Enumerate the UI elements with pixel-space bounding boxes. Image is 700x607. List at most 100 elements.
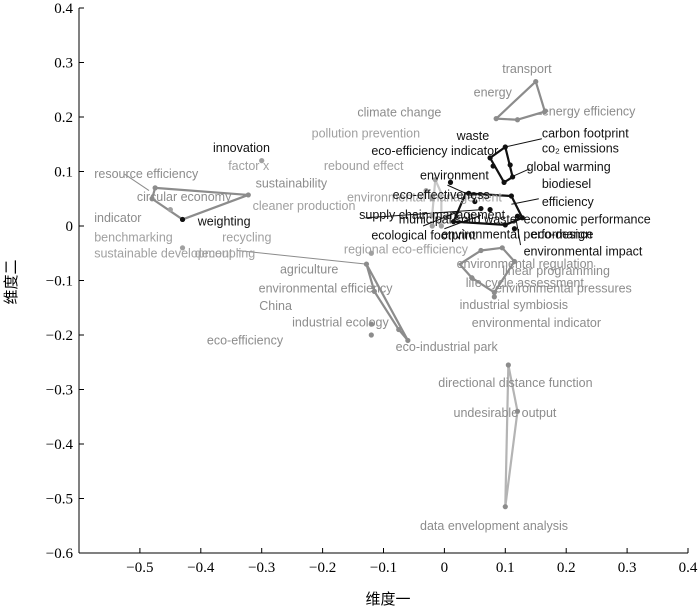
point-label: eco-industrial park: [396, 340, 499, 354]
x-tick-label: 0.3: [618, 560, 637, 576]
x-tick-label: 0.1: [496, 560, 515, 576]
data-point: [371, 288, 377, 294]
point-label: industrial symbiosis: [460, 298, 568, 312]
data-point: [472, 198, 478, 205]
data-point: [514, 213, 521, 219]
point-label: decoupling: [195, 246, 256, 260]
point-label: weighting: [197, 215, 251, 229]
point-label: resource efficiency: [94, 167, 199, 181]
data-point: [368, 321, 374, 327]
point-label: environment: [420, 168, 489, 182]
y-tick-label: −0.3: [46, 383, 73, 399]
data-point: [167, 207, 173, 213]
point-label: economic performance: [524, 212, 651, 226]
data-point: [514, 408, 521, 414]
point-label: life cycle assessment: [466, 276, 585, 290]
point-label: environmental efficiency: [259, 282, 394, 296]
point-label: agriculture: [280, 263, 338, 277]
point-label: environmental impact: [524, 245, 643, 259]
point-label: municipal solid waste: [399, 212, 517, 226]
x-tick-label: −0.4: [187, 560, 215, 576]
x-ticks: −0.5 −0.4 −0.3 −0.2 −0.1 0 0.1 0.2 0.3 0.4: [126, 548, 698, 576]
point-label: China: [259, 299, 292, 313]
data-point: [179, 245, 186, 251]
data-point: [478, 247, 484, 254]
point-label: industrial ecology: [292, 315, 389, 329]
point-label: directional distance function: [438, 376, 592, 390]
data-point: [511, 226, 518, 232]
data-point: [491, 294, 497, 300]
data-point: [508, 193, 514, 199]
y-tick-label: 0: [66, 219, 74, 235]
leader-layer: [124, 113, 542, 265]
point-label: indicator: [94, 211, 141, 225]
data-point: [363, 261, 370, 267]
data-point: [491, 289, 497, 296]
data-point: [149, 196, 155, 202]
x-tick-label: 0.2: [557, 560, 576, 576]
point-label: biodiesel: [542, 177, 591, 191]
data-point: [501, 179, 507, 185]
point-label: innovation: [213, 141, 270, 155]
data-point: [152, 185, 158, 191]
data-point: [499, 245, 505, 251]
data-point: [368, 250, 374, 256]
data-point: [396, 326, 402, 333]
y-tick-label: −0.6: [46, 546, 74, 562]
point-label: co₂ emissions: [542, 142, 619, 156]
point-label: circular economy: [137, 190, 232, 204]
point-label: environmental regulation: [457, 257, 594, 271]
data-point: [423, 187, 429, 194]
point-label: eco-efficiency indicator: [371, 144, 498, 158]
data-point: [514, 117, 521, 123]
data-point: [429, 212, 435, 218]
data-point: [466, 190, 472, 196]
data-point: [493, 116, 499, 122]
data-point: [432, 177, 438, 183]
x-tick-label: −0.1: [370, 560, 397, 576]
x-tick-label: 0: [441, 560, 449, 576]
y-tick-label: −0.1: [46, 274, 73, 290]
point-label: sustainable development: [94, 246, 233, 260]
data-point: [507, 162, 513, 168]
data-point: [533, 78, 539, 85]
point-label: energy: [474, 85, 513, 99]
y-ticks: −0.6 −0.5 −0.4 −0.3 −0.2 −0.1 0 0.1 0.2 0.3 0.4: [46, 1, 84, 562]
y-axis-title: 维度二: [2, 259, 20, 304]
data-point: [478, 205, 484, 212]
cluster-hull: [504, 363, 519, 508]
point-layer: [149, 78, 548, 510]
data-point: [245, 192, 251, 198]
data-point: [502, 222, 508, 228]
leader-line: [511, 198, 539, 205]
point-label: environmental indicator: [472, 316, 601, 330]
data-point: [510, 174, 516, 180]
data-point: [259, 158, 265, 164]
data-point: [179, 216, 186, 223]
point-label: global warming: [527, 160, 611, 174]
leader-line: [422, 211, 457, 227]
y-tick-label: 0.4: [54, 1, 73, 17]
point-label: climate change: [357, 106, 441, 120]
data-point: [505, 362, 511, 368]
point-label: regional eco-efficiency: [344, 242, 469, 256]
point-label: efficiency: [542, 195, 595, 209]
point-label: carbon footprint: [542, 126, 629, 140]
x-tick-label: −0.3: [248, 560, 275, 576]
y-tick-label: −0.2: [46, 328, 73, 344]
data-point: [487, 155, 493, 161]
data-point: [502, 504, 508, 510]
data-point: [519, 215, 525, 221]
data-point: [447, 179, 454, 185]
y-tick-label: −0.4: [46, 437, 74, 453]
leader-line: [365, 209, 483, 219]
data-point: [368, 332, 374, 338]
point-label: ecological footprint: [371, 228, 476, 242]
point-label: linear programming: [502, 264, 610, 278]
y-tick-label: 0.3: [54, 56, 73, 72]
leader-line: [515, 220, 522, 246]
point-label: environmental management: [347, 191, 502, 205]
point-label: pollution prevention: [312, 126, 420, 140]
data-point: [542, 108, 548, 115]
x-tick-label: 0.4: [679, 560, 698, 576]
